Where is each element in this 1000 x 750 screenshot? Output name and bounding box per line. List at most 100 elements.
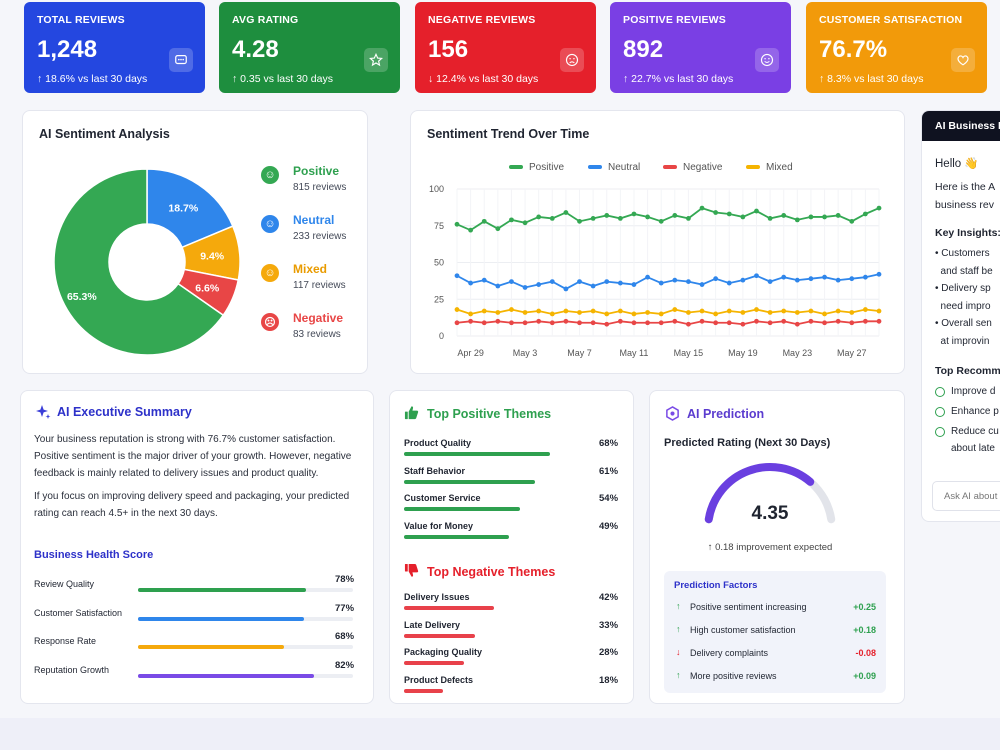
trend-card-title: Sentiment Trend Over Time: [427, 127, 590, 141]
sentiment-card-title: AI Sentiment Analysis: [39, 127, 170, 141]
data-point-neutral: [699, 282, 705, 287]
data-point-negative: [481, 320, 487, 326]
data-point-negative: [672, 318, 678, 324]
data-point-negative: [495, 318, 501, 324]
data-point-mixed: [672, 307, 678, 312]
trend-legend-mixed: Mixed: [746, 162, 793, 173]
data-point-mixed: [658, 311, 664, 317]
sentiment-trend-card: Sentiment Trend Over Time Positive Neutra…: [410, 110, 905, 374]
legend-swatch: [509, 165, 523, 170]
insight-line: and staff be: [935, 265, 993, 277]
kpi-card-negative-reviews: NEGATIVE REVIEWS 156 ↓ 12.4% vs last 30 da…: [415, 2, 596, 93]
sentiment-legend-negative: ☹ Negative 83 reviews: [261, 311, 361, 345]
data-point-negative: [849, 320, 855, 326]
kpi-card-positive-reviews: POSITIVE REVIEWS 892 ↑ 22.7% vs last 30 da…: [610, 2, 791, 93]
data-point-positive: [658, 218, 664, 224]
negative-themes-title: Top Negative Themes: [427, 565, 556, 579]
y-tick-label: 50: [434, 258, 444, 268]
data-point-positive: [631, 211, 637, 217]
sentiment-count: 815 reviews: [293, 182, 347, 193]
health-bar-fill: [138, 645, 285, 649]
theme-label: Product Quality: [404, 438, 472, 448]
data-point-neutral: [658, 280, 664, 286]
theme-bar-fill: [404, 661, 465, 665]
factor-value: +0.18: [853, 625, 876, 635]
data-point-neutral: [509, 279, 514, 285]
health-bar-fill: [138, 616, 304, 621]
data-point-neutral: [876, 271, 882, 277]
health-bar-fill: [138, 588, 306, 592]
data-point-neutral: [617, 280, 623, 286]
data-point-positive: [549, 216, 555, 221]
data-point-negative: [645, 320, 650, 326]
data-point-positive: [754, 208, 759, 214]
health-label: Review Quality: [34, 579, 95, 589]
kpi-change: ↓ 12.4% vs last 30 days: [428, 73, 539, 85]
data-point-negative: [754, 318, 759, 324]
data-point-mixed: [563, 308, 569, 314]
prediction-factors-title: Prediction Factors: [674, 580, 758, 591]
chat-greeting: Hello 👋: [935, 158, 979, 170]
data-point-neutral: [849, 276, 855, 282]
insight-line: • Overall sen: [935, 318, 992, 329]
x-tick-label: May 23: [783, 348, 813, 358]
recommendation-line: Improve d: [951, 386, 996, 397]
data-point-negative: [713, 320, 719, 326]
sentiment-count: 233 reviews: [293, 231, 347, 242]
prediction-subtitle: Predicted Rating (Next 30 Days): [664, 437, 831, 449]
heart-icon: [951, 48, 975, 72]
factor-label: Delivery complaints: [690, 648, 769, 658]
trend-legend-negative: Negative: [663, 162, 722, 173]
data-point-positive: [740, 214, 746, 220]
theme-bar-fill: [404, 688, 443, 693]
theme-value: 42%: [599, 592, 619, 603]
top-recommendations-title: Top Recomm: [935, 365, 1000, 377]
data-point-mixed: [481, 308, 487, 314]
theme-bar-fill: [404, 479, 536, 484]
chat-input[interactable]: Ask AI about: [932, 481, 1000, 511]
kpi-value: 76.7%: [819, 36, 888, 63]
data-point-mixed: [604, 311, 610, 317]
x-tick-label: May 19: [728, 348, 758, 358]
data-point-positive: [645, 214, 650, 220]
health-value: 68%: [335, 631, 355, 642]
data-point-negative: [686, 321, 691, 327]
chat-header: AI Business I: [922, 111, 1000, 141]
sparkle-icon: [36, 405, 51, 419]
sentiment-count: 83 reviews: [293, 329, 341, 340]
recommendation-line: Reduce cu: [951, 426, 999, 437]
data-point-positive: [876, 205, 882, 211]
data-point-mixed: [767, 310, 773, 315]
sad-face-icon: ☹: [261, 313, 279, 331]
theme-bar-track: [404, 479, 620, 484]
data-point-mixed: [454, 307, 460, 312]
data-point-mixed: [686, 310, 691, 315]
theme-label: Staff Behavior: [404, 465, 466, 476]
prediction-factor-row: ↑ More positive reviews +0.09: [676, 670, 876, 686]
chat-intro-line: Here is the A: [935, 181, 996, 193]
data-point-mixed: [849, 310, 855, 315]
theme-label: Late Delivery: [404, 619, 461, 630]
data-point-neutral: [686, 279, 691, 285]
data-point-mixed: [590, 308, 596, 314]
kpi-change: ↑ 0.35 vs last 30 days: [232, 73, 333, 85]
trend-legend-positive: Positive: [509, 162, 564, 173]
data-point-neutral: [536, 282, 542, 287]
theme-label: Packaging Quality: [404, 647, 483, 657]
data-point-neutral: [495, 283, 501, 289]
health-value: 82%: [335, 659, 355, 671]
kpi-card-customer-satisfaction: CUSTOMER SATISFACTION 76.7% ↑ 8.3% vs last…: [806, 2, 987, 93]
sentiment-name: Positive: [293, 164, 340, 178]
theme-bar-track: [404, 633, 620, 638]
insight-line: • Customers: [935, 248, 990, 259]
donut-label-mixed: 9.4%: [200, 250, 225, 262]
y-tick-label: 75: [434, 221, 444, 231]
data-point-mixed: [862, 307, 868, 312]
data-point-mixed: [781, 308, 787, 314]
legend-swatch: [588, 165, 602, 170]
kpi-value: 1,248: [37, 36, 98, 63]
kpi-change: ↑ 18.6% vs last 30 days: [37, 73, 148, 85]
legend-swatch: [746, 165, 760, 170]
theme-bar-fill: [404, 606, 495, 610]
prediction-factor-row: ↑ High customer satisfaction +0.18: [676, 624, 876, 640]
